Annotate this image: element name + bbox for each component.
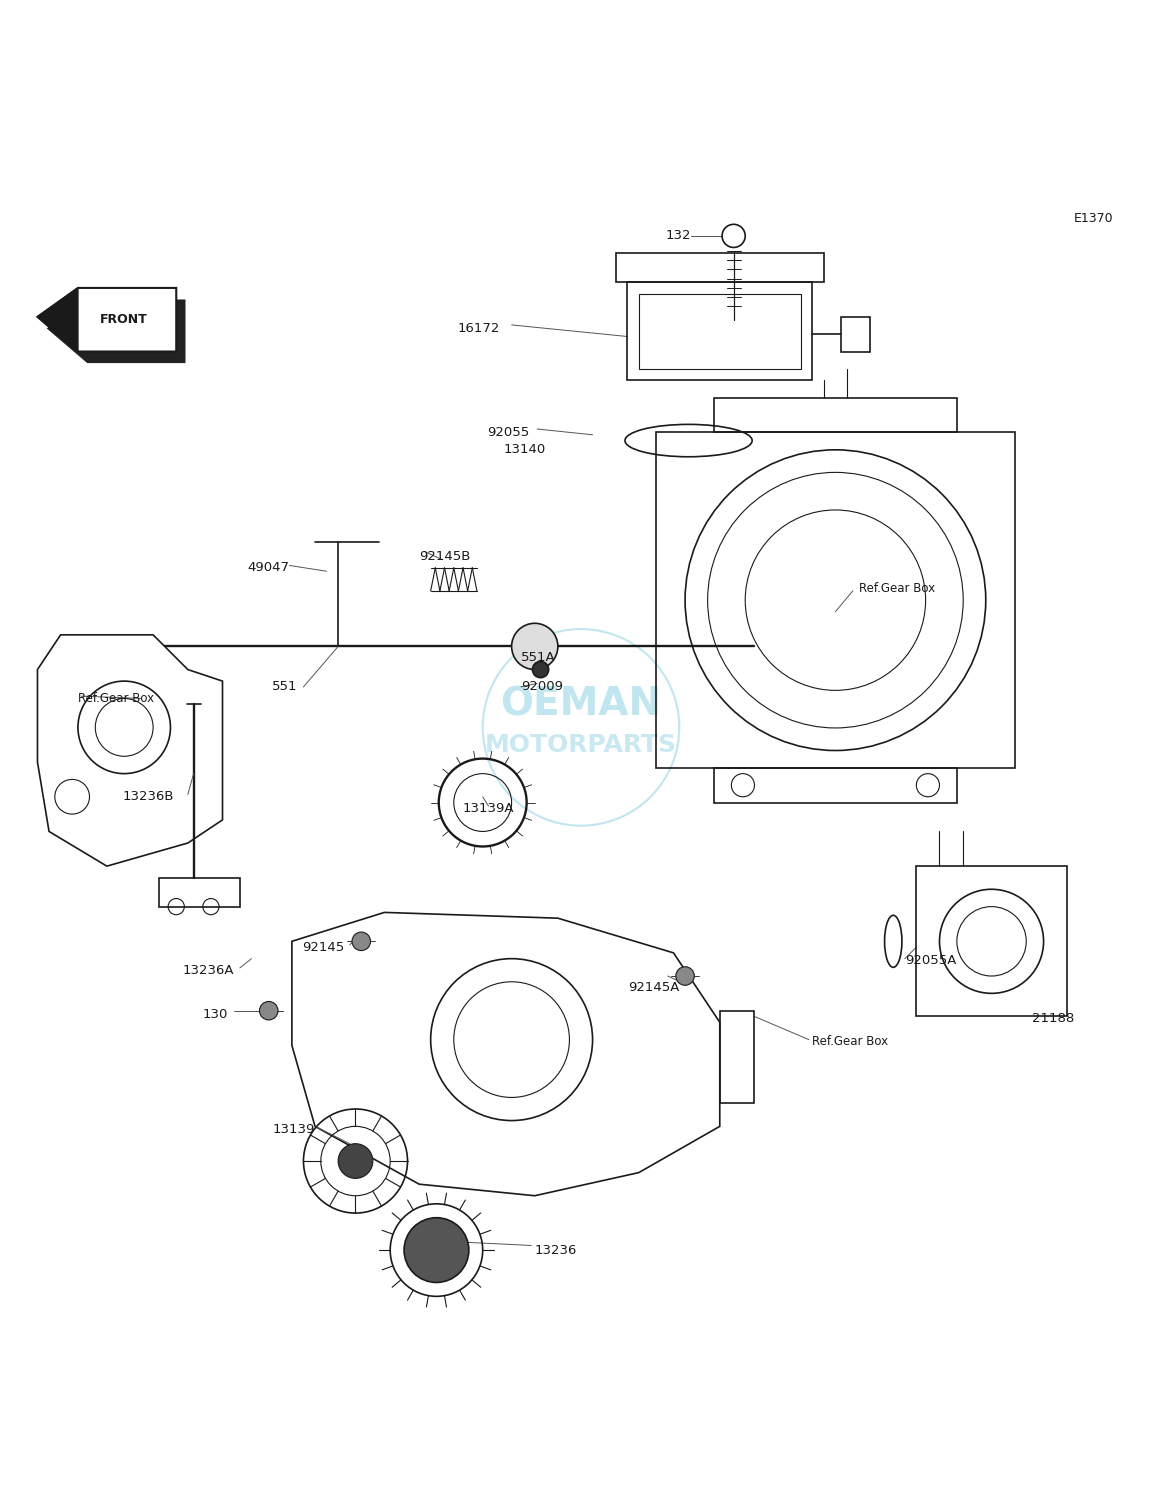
Text: 13140: 13140 — [504, 443, 546, 456]
Text: 16172: 16172 — [458, 321, 500, 335]
Text: 92055A: 92055A — [905, 955, 956, 968]
Bar — [639, 294, 801, 369]
Text: 13139: 13139 — [273, 1123, 315, 1136]
Text: 13139A: 13139A — [462, 802, 515, 815]
Bar — [159, 878, 239, 907]
Text: 92145B: 92145B — [419, 549, 471, 563]
Text: 551: 551 — [272, 680, 297, 693]
Circle shape — [511, 623, 558, 669]
Text: FRONT: FRONT — [100, 312, 148, 326]
Text: Ref.Gear Box: Ref.Gear Box — [812, 1036, 889, 1048]
Circle shape — [722, 224, 745, 248]
Text: 92055: 92055 — [487, 426, 529, 438]
Text: 130: 130 — [203, 1007, 228, 1021]
Bar — [616, 254, 824, 282]
Text: E1370: E1370 — [1074, 212, 1113, 225]
Text: 13236B: 13236B — [122, 790, 174, 803]
Text: 21188: 21188 — [1032, 1012, 1074, 1025]
Polygon shape — [37, 288, 78, 351]
Text: 132: 132 — [666, 230, 691, 242]
Text: 92009: 92009 — [521, 680, 562, 693]
Text: 13236A: 13236A — [182, 964, 234, 977]
Text: 92145: 92145 — [302, 941, 344, 953]
Bar — [713, 398, 956, 432]
Text: 49047: 49047 — [248, 561, 289, 575]
Text: Ref.Gear Box: Ref.Gear Box — [78, 692, 155, 705]
Text: 13236: 13236 — [535, 1244, 578, 1256]
Circle shape — [676, 967, 695, 985]
Polygon shape — [37, 635, 222, 866]
Circle shape — [404, 1217, 468, 1282]
Text: MOTORPARTS: MOTORPARTS — [485, 732, 677, 757]
Text: 92145A: 92145A — [627, 982, 680, 994]
Bar — [719, 1010, 754, 1103]
Bar — [841, 317, 870, 351]
Polygon shape — [292, 913, 719, 1196]
Bar — [713, 769, 956, 803]
Circle shape — [352, 932, 371, 950]
Text: OEMAN: OEMAN — [501, 686, 661, 723]
Text: 551A: 551A — [521, 651, 555, 665]
Circle shape — [259, 1001, 278, 1021]
Bar — [657, 432, 1014, 769]
Polygon shape — [46, 300, 186, 363]
Bar — [627, 282, 812, 380]
Circle shape — [532, 662, 548, 677]
Bar — [917, 866, 1067, 1016]
Polygon shape — [37, 288, 177, 351]
Circle shape — [338, 1144, 373, 1178]
Text: Ref.Gear Box: Ref.Gear Box — [859, 582, 934, 594]
